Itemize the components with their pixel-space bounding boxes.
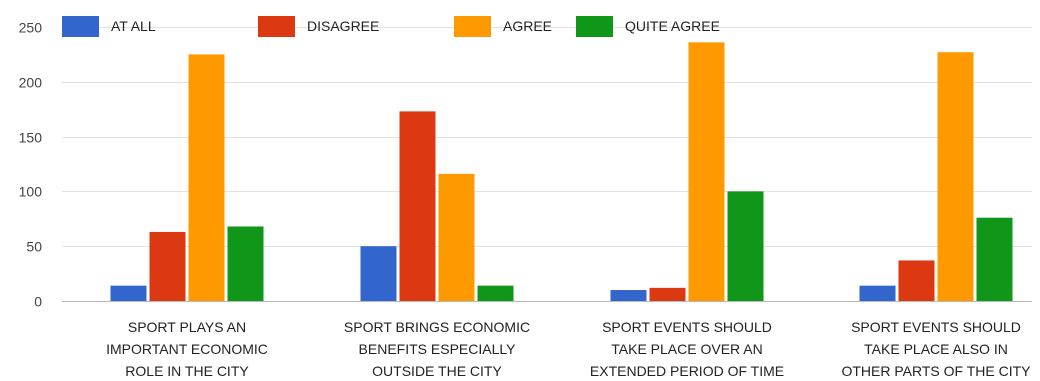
- legend-label-quite-agree: QUITE AGREE: [625, 18, 720, 34]
- legend: AT ALL DISAGREE AGREE QUITE AGREE: [62, 16, 720, 37]
- y-axis-ticks: 0 50 100 150 200 250: [19, 20, 43, 310]
- legend-label-disagree: DISAGREE: [307, 18, 379, 34]
- bar-at-all-4: [859, 285, 896, 301]
- bar-agree-1: [188, 54, 225, 302]
- y-tick-label: 150: [19, 130, 43, 146]
- y-tick-label: 250: [19, 20, 43, 36]
- legend-swatch-at-all: [62, 16, 99, 37]
- bars: [110, 42, 1013, 302]
- legend-label-agree: AGREE: [503, 18, 552, 34]
- x-category-label: SPORT BRINGS ECONOMIC BENEFITS ESPECIALLY…: [344, 319, 530, 379]
- x-category-label: SPORT EVENTS SHOULD TAKE PLACE ALSO IN OTH…: [841, 319, 1031, 379]
- bar-quite-agree-4: [976, 217, 1013, 301]
- y-tick-label: 100: [19, 184, 43, 200]
- bar-disagree-3: [649, 287, 686, 301]
- legend-label-at-all: AT ALL: [111, 18, 156, 34]
- bar-at-all-1: [110, 285, 147, 301]
- bar-quite-agree-3: [727, 191, 764, 301]
- legend-swatch-quite-agree: [576, 16, 613, 37]
- bar-agree-4: [937, 52, 974, 301]
- bar-agree-3: [688, 42, 725, 302]
- bar-disagree-1: [149, 231, 186, 301]
- bar-agree-2: [438, 173, 475, 301]
- x-axis-category-labels: SPORT PLAYS AN IMPORTANT ECONOMIC ROLE IN …: [106, 319, 1031, 379]
- legend-swatch-disagree: [258, 16, 295, 37]
- legend-swatch-agree: [454, 16, 491, 37]
- y-tick-label: 50: [26, 239, 42, 255]
- y-tick-label: 0: [34, 294, 42, 310]
- bar-quite-agree-2: [477, 285, 514, 301]
- x-category-label: SPORT PLAYS AN IMPORTANT ECONOMIC ROLE IN …: [106, 319, 268, 379]
- bar-quite-agree-1: [227, 226, 264, 301]
- bar-at-all-3: [610, 290, 647, 301]
- x-category-label: SPORT EVENTS SHOULD TAKE PLACE OVER AN EXT…: [590, 319, 784, 379]
- bar-disagree-4: [898, 260, 935, 301]
- bar-disagree-2: [399, 111, 436, 301]
- y-tick-label: 200: [19, 75, 43, 91]
- bar-at-all-2: [360, 246, 397, 301]
